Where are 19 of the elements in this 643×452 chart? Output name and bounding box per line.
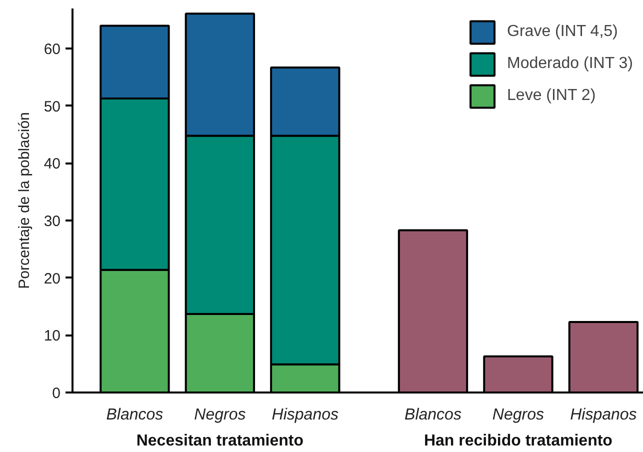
x-tick-label: Blancos [106, 406, 164, 424]
y-tick-label: 10 [44, 328, 61, 345]
legend-label: Grave (INT 4,5) [507, 23, 618, 41]
x-tick-label: Blancos [404, 406, 462, 424]
y-tick-label: 30 [44, 213, 61, 230]
y-tick-label: 50 [44, 98, 61, 116]
text: Necesitan tratamiento [136, 432, 304, 450]
text: Han recibido tratamiento [424, 432, 613, 450]
y-axis-title: Porcentaje de la población [16, 112, 33, 289]
legend-label: Leve (INT 2) [507, 87, 596, 105]
x-tick-label: Negros [194, 406, 246, 424]
y-tick-label: 20 [44, 270, 61, 288]
x-tick-label: Hispanos [272, 406, 339, 424]
x-tick-label: Negros [492, 406, 544, 424]
y-tick-label: 40 [44, 156, 61, 173]
y-tick-label: 0 [52, 385, 60, 402]
legend-label: Moderado (INT 3) [507, 55, 633, 73]
x-tick-label: Hispanos [570, 406, 637, 424]
y-tick-label: 60 [44, 41, 61, 58]
